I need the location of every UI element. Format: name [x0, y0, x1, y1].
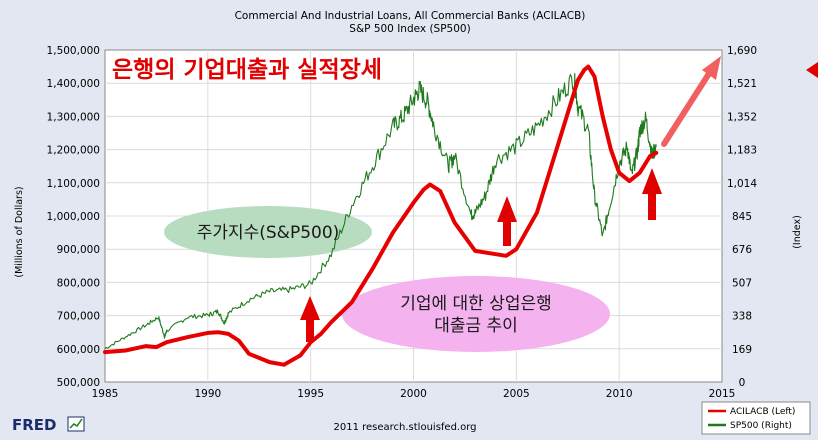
- left-axis-ticks: 500,000 600,000 700,000 800,000 900,000 1,000…: [47, 45, 100, 389]
- right-tick-label: 1,352: [727, 111, 757, 123]
- right-tick-label: 507: [732, 277, 752, 289]
- right-axis-label: (Index): [792, 215, 803, 249]
- left-tick-label: 500,000: [57, 377, 100, 389]
- legend-label-loans: ACILACB (Left): [730, 407, 795, 417]
- left-tick-label: 1,300,000: [47, 111, 100, 123]
- legend: ACILACB (Left) SP500 (Right): [701, 401, 811, 435]
- x-tick-label: 2005: [503, 388, 530, 400]
- left-tick-label: 700,000: [57, 311, 100, 323]
- arrow-trend-up: [661, 56, 721, 147]
- arrow-up-2004: [497, 196, 517, 246]
- right-axis-ticks: 0 169 338 507 676 845 1,014 1,183 1,352 1,521 1,69…: [727, 45, 757, 389]
- left-tick-label: 1,200,000: [47, 145, 100, 157]
- series-group: [103, 64, 659, 367]
- x-tick-label: 1995: [297, 388, 324, 400]
- left-tick-label: 1,500,000: [47, 45, 100, 57]
- left-tick-label: 800,000: [57, 277, 100, 289]
- right-tick-label: 845: [732, 211, 752, 223]
- x-axis-ticks: 1985 1990 1995 2000 2005 2010 2015: [92, 388, 736, 400]
- source-credit: 2011 research.stlouisfed.org: [333, 422, 476, 433]
- left-tick-label: 900,000: [57, 244, 100, 256]
- stock-label: 주가지수(S&P500): [197, 223, 340, 243]
- x-tick-label: 2010: [606, 388, 633, 400]
- left-tick-label: 600,000: [57, 344, 100, 356]
- x-tick-label: 1990: [194, 388, 221, 400]
- fred-logo-icon: [67, 416, 85, 432]
- right-tick-label: 1,521: [727, 78, 757, 90]
- left-tick-label: 1,100,000: [47, 178, 100, 190]
- arrow-up-2011: [642, 168, 662, 220]
- chart-title: Commercial And Industrial Loans, All Com…: [235, 10, 586, 22]
- loan-label-line2: 대출금 추이: [434, 316, 518, 336]
- chart-subtitle: S&P 500 Index (SP500): [349, 23, 470, 35]
- arrow-up-1995: [300, 296, 320, 342]
- headline-annotation: 은행의 기업대출과 실적장세: [112, 56, 382, 83]
- left-tick-label: 1,400,000: [47, 78, 100, 90]
- legend-label-sp500: SP500 (Right): [730, 421, 792, 431]
- series-line-loans: [103, 64, 659, 367]
- fred-logo: FRED: [12, 416, 57, 434]
- left-axis-label: (Millions of Dollars): [14, 186, 25, 277]
- stock-label-ellipse: [164, 206, 372, 258]
- arrow-offscreen: [806, 62, 818, 78]
- right-tick-label: 338: [732, 311, 752, 323]
- left-tick-label: 1,000,000: [47, 211, 100, 223]
- right-tick-label: 676: [732, 244, 752, 256]
- right-tick-label: 1,690: [727, 45, 757, 57]
- x-tick-label: 2000: [400, 388, 427, 400]
- right-tick-label: 0: [739, 377, 746, 389]
- x-tick-label: 2015: [709, 388, 736, 400]
- right-tick-label: 1,014: [727, 178, 757, 190]
- loan-label-ellipse: [342, 276, 610, 352]
- right-tick-label: 1,183: [727, 145, 757, 157]
- loan-label-line1: 기업에 대한 상업은행: [400, 294, 552, 314]
- series-line-sp500: [104, 72, 657, 350]
- right-tick-label: 169: [732, 344, 752, 356]
- x-tick-label: 1985: [92, 388, 119, 400]
